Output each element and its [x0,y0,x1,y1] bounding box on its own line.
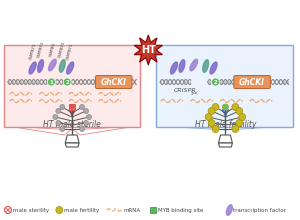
Text: mRNA: mRNA [124,207,141,213]
Circle shape [60,126,65,132]
Text: GhMYB73: GhMYB73 [66,42,74,60]
Circle shape [236,119,243,126]
Text: transcription factor: transcription factor [233,207,286,213]
Text: GhCKI: GhCKI [239,77,265,86]
Ellipse shape [179,60,185,72]
Circle shape [239,114,246,121]
Text: HT male sterile: HT male sterile [43,119,101,128]
FancyBboxPatch shape [150,207,156,213]
Ellipse shape [38,60,44,72]
Circle shape [208,108,215,114]
Ellipse shape [210,62,217,74]
Ellipse shape [59,60,65,72]
Ellipse shape [49,59,56,71]
Circle shape [86,114,92,119]
Circle shape [4,207,11,213]
Circle shape [212,78,220,86]
Text: 2: 2 [65,79,69,84]
Circle shape [232,125,239,132]
Text: GhMYB73: GhMYB73 [36,40,45,58]
Polygon shape [65,135,79,143]
Polygon shape [65,143,79,147]
Text: GhMYB73: GhMYB73 [28,42,37,60]
FancyBboxPatch shape [95,75,132,88]
Text: GhMYB4: GhMYB4 [49,42,56,57]
Circle shape [80,104,85,110]
Text: CRISPR: CRISPR [174,88,197,93]
Ellipse shape [203,60,208,72]
Circle shape [56,121,61,125]
FancyBboxPatch shape [4,45,140,127]
Ellipse shape [226,205,232,215]
Text: male sterility: male sterility [13,207,49,213]
Circle shape [56,108,61,114]
Circle shape [56,207,63,213]
Circle shape [83,121,88,125]
Text: HT male fertility: HT male fertility [195,119,256,128]
Text: 1: 1 [50,79,53,84]
Circle shape [212,125,219,132]
Circle shape [224,105,227,109]
Text: 2: 2 [214,79,218,84]
Circle shape [70,105,74,109]
Circle shape [232,103,239,110]
FancyBboxPatch shape [234,75,270,88]
Ellipse shape [170,62,178,74]
Circle shape [60,104,65,110]
Text: HT: HT [141,45,156,55]
Circle shape [83,108,88,114]
Circle shape [223,104,228,110]
Ellipse shape [190,59,198,71]
Circle shape [212,103,219,110]
Text: male fertility: male fertility [64,207,100,213]
Ellipse shape [29,62,36,74]
Polygon shape [134,35,162,65]
Circle shape [53,114,58,119]
Polygon shape [218,143,232,147]
FancyBboxPatch shape [156,45,292,127]
Polygon shape [218,135,232,143]
Text: GhCKI: GhCKI [101,77,127,86]
Text: MYB binding site: MYB binding site [158,207,204,213]
Circle shape [47,78,56,86]
Circle shape [236,108,243,114]
Circle shape [63,78,71,86]
Ellipse shape [67,62,74,74]
Text: GhMYB73: GhMYB73 [58,40,66,58]
Circle shape [205,114,212,121]
Circle shape [208,119,215,126]
Text: ✂: ✂ [190,89,197,98]
Circle shape [80,126,85,132]
Circle shape [70,104,75,110]
